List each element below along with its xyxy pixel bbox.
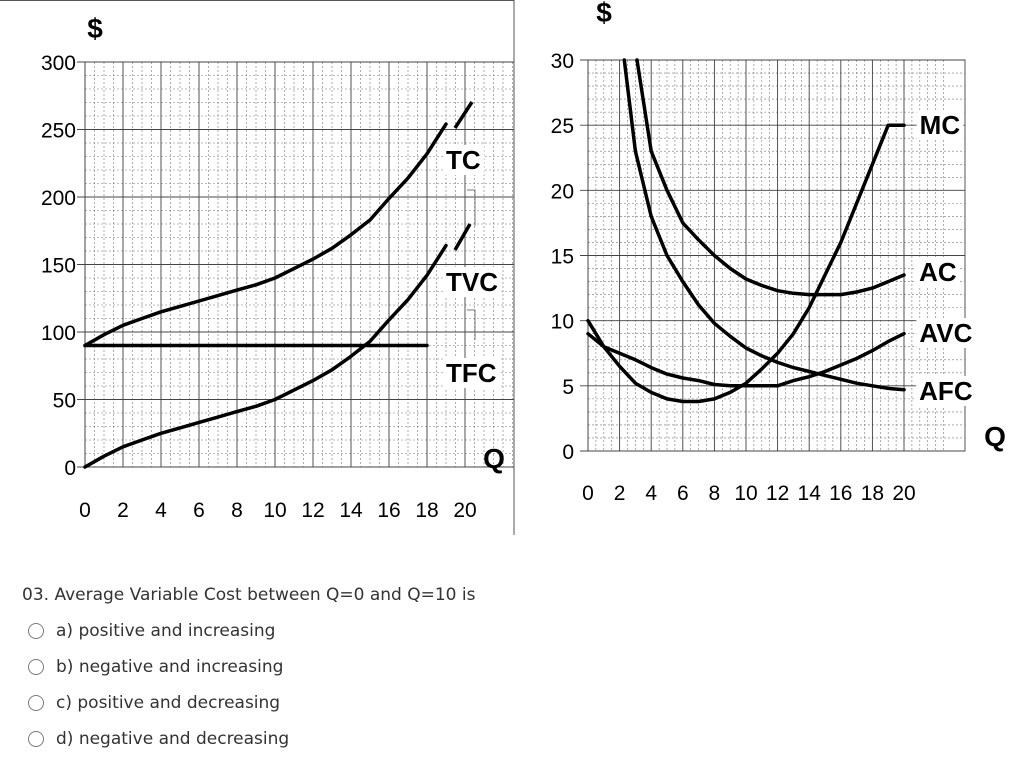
- x-tick-label: 20: [892, 482, 915, 505]
- radio-circle-icon[interactable]: [28, 695, 44, 711]
- x-tick-label: 0: [79, 499, 91, 522]
- option-a[interactable]: a) positive and increasing: [28, 621, 275, 641]
- y-tick-label: 250: [41, 120, 76, 143]
- series-label-background: [916, 257, 960, 287]
- question-text: 03. Average Variable Cost between Q=0 an…: [22, 585, 476, 605]
- series-label-avc: AVC: [919, 318, 972, 348]
- series-line-ac: [635, 58, 906, 297]
- curve-extension: [453, 223, 472, 251]
- option-label: d) negative and decreasing: [56, 729, 290, 749]
- x-tick-label: 12: [766, 482, 789, 505]
- option-label: a) positive and increasing: [56, 621, 276, 641]
- x-tick-label: 6: [677, 482, 689, 505]
- series-label-background: [916, 376, 976, 406]
- x-tick-label: 20: [453, 499, 476, 522]
- radio-circle-icon[interactable]: [28, 623, 44, 639]
- x-tick-label: 0: [582, 482, 594, 505]
- y-axis-label: $: [87, 13, 103, 44]
- label-bracket: [467, 309, 476, 340]
- x-tick-label: 8: [709, 482, 721, 505]
- series-label-tfc: TFC: [446, 358, 497, 388]
- y-tick-label: 300: [41, 52, 76, 75]
- radio-circle-icon[interactable]: [28, 731, 44, 747]
- y-tick-label: 5: [562, 376, 574, 399]
- y-tick-label: 50: [53, 390, 76, 413]
- x-tick-label: 10: [734, 482, 757, 505]
- option-label: c) positive and decreasing: [56, 693, 281, 713]
- x-tick-label: 14: [798, 482, 822, 505]
- x-tick-label: 18: [415, 499, 438, 522]
- y-tick-label: 0: [562, 441, 574, 464]
- x-tick-label: 14: [339, 499, 363, 522]
- x-tick-label: 12: [301, 499, 324, 522]
- curve-extension: [453, 101, 474, 129]
- y-tick-label: 10: [551, 311, 574, 334]
- series-label-afc: AFC: [919, 376, 973, 406]
- y-tick-label: 30: [551, 50, 574, 73]
- y-tick-label: 150: [41, 255, 76, 278]
- radio-circle-icon[interactable]: [28, 659, 44, 675]
- y-tick-label: 15: [551, 246, 574, 269]
- x-tick-label: 16: [377, 499, 400, 522]
- series-label-background: [916, 110, 964, 140]
- y-axis-label: $: [596, 0, 612, 28]
- series-line-afc: [622, 58, 906, 392]
- x-tick-label: 2: [117, 499, 129, 522]
- chart-2: 0 2 4 6 8 10 12 14 16 18 20051015202530$QMCACAVCAF…: [551, 0, 1006, 505]
- series-label-background: [443, 145, 484, 175]
- x-tick-label: 2: [614, 482, 626, 505]
- series-label-ac: AC: [919, 257, 957, 287]
- x-tick-label: 6: [193, 499, 205, 522]
- option-b[interactable]: b) negative and increasing: [28, 657, 283, 677]
- series-label-mc: MC: [920, 110, 961, 140]
- series-line-mc: [586, 123, 906, 404]
- series-line-tvc: [83, 243, 448, 469]
- y-tick-label: 0: [64, 457, 76, 480]
- label-bracket: [467, 189, 476, 226]
- x-axis-label: Q: [483, 443, 505, 474]
- y-tick-label: 20: [551, 180, 574, 203]
- charts-area: 0 2 4 6 8 10 12 14 16 18 20050100150200250300$QTCT…: [0, 0, 1006, 535]
- x-tick-label: 4: [155, 499, 167, 522]
- x-tick-label: 16: [829, 482, 852, 505]
- series-label-tc: TC: [446, 145, 481, 175]
- series-label-tvc: TVC: [446, 267, 498, 297]
- y-tick-label: 200: [41, 187, 76, 210]
- series-label-background: [443, 267, 502, 297]
- series-label-background: [443, 358, 500, 388]
- y-tick-label: 25: [551, 115, 574, 138]
- x-tick-label: 4: [645, 482, 657, 505]
- option-label: b) negative and increasing: [56, 657, 284, 677]
- x-tick-label: 10: [263, 499, 286, 522]
- series-line-avc: [586, 331, 906, 388]
- series-line-tc: [83, 122, 448, 348]
- x-axis-label: Q: [984, 421, 1006, 452]
- y-tick-label: 100: [41, 322, 76, 345]
- x-tick-label: 8: [231, 499, 243, 522]
- chart-1: 0 2 4 6 8 10 12 14 16 18 20050100150200250300$QTCT…: [41, 13, 515, 522]
- series-label-background: [916, 318, 976, 348]
- option-d[interactable]: d) negative and decreasing: [28, 729, 289, 749]
- x-tick-label: 18: [861, 482, 884, 505]
- option-c[interactable]: c) positive and decreasing: [28, 693, 280, 713]
